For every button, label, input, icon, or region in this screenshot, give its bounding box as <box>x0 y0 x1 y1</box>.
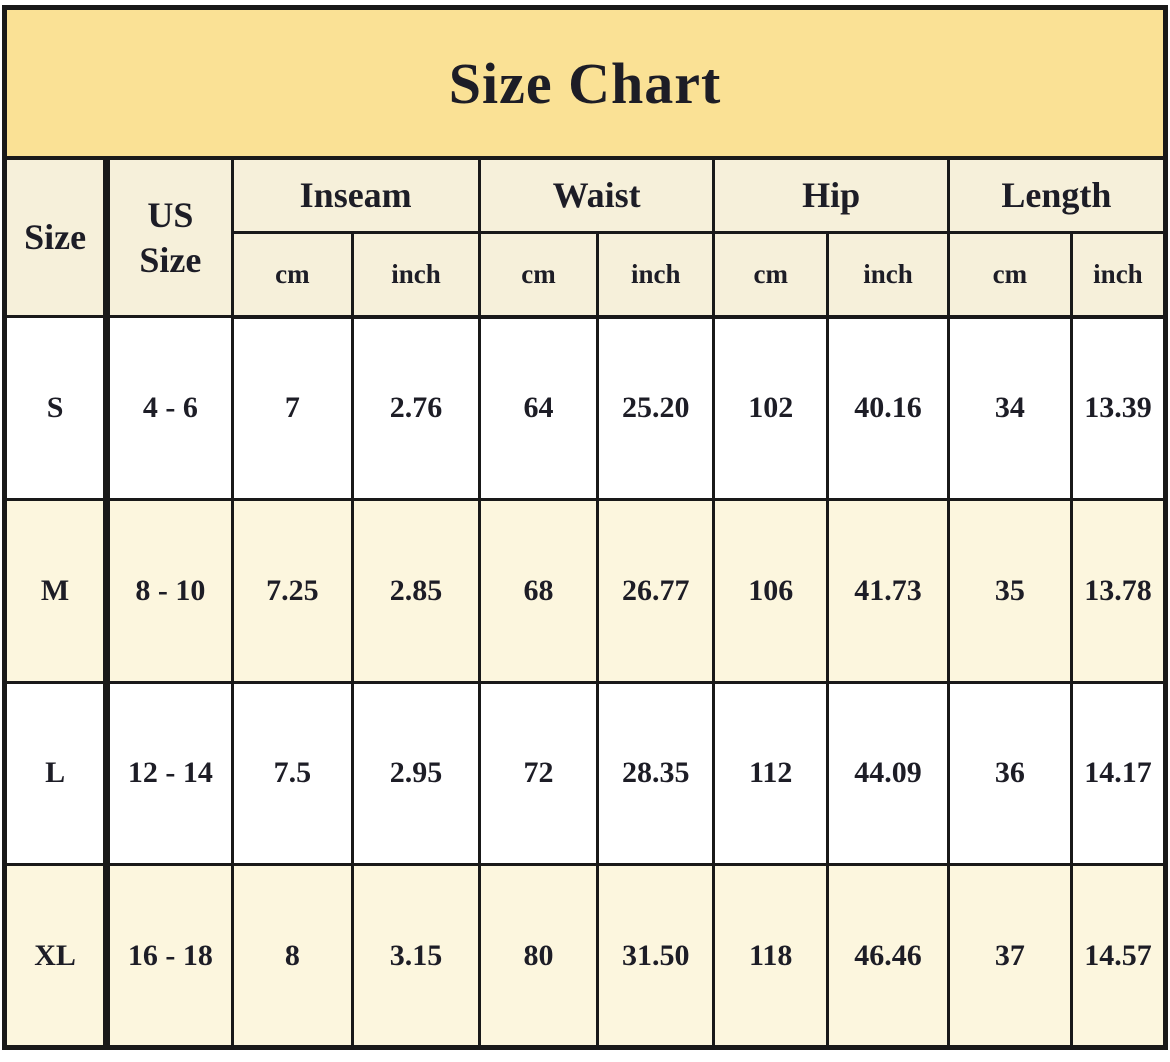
cell-waist-cm: 68 <box>477 497 600 684</box>
cell-inseam-cm: 8 <box>230 863 355 1049</box>
title-row: Size Chart <box>3 6 1167 161</box>
cell-hip-inch: 41.73 <box>826 497 950 684</box>
cell-waist-cm: 64 <box>477 315 600 501</box>
cell-inseam-inch: 3.15 <box>351 863 481 1049</box>
header-unit-inseam-cm: cm <box>230 230 355 319</box>
header-unit-row: cm inch cm inch cm inch cm inch <box>5 230 1168 319</box>
cell-waist-cm: 80 <box>477 863 600 1049</box>
cell-hip-inch: 40.16 <box>826 315 950 501</box>
cell-waist-cm: 72 <box>477 680 600 867</box>
header-group-length: Length <box>946 156 1168 234</box>
table-row-l: L 12 - 14 7.5 2.95 72 28.35 112 44.09 36… <box>2 680 1168 867</box>
cell-hip-cm: 112 <box>712 680 830 867</box>
cell-length-inch: 14.57 <box>1069 863 1168 1049</box>
header-unit-hip-inch: inch <box>826 230 950 319</box>
cell-us-size: 12 - 14 <box>103 680 234 867</box>
header-size: Size <box>2 156 109 319</box>
header-group-inseam: Inseam <box>230 156 481 234</box>
cell-waist-inch: 28.35 <box>596 680 716 867</box>
table-row-s: S 4 - 6 7 2.76 64 25.20 102 40.16 34 13.… <box>2 315 1168 501</box>
header-unit-length-inch: inch <box>1069 230 1168 319</box>
header-us-size-line2: Size <box>139 239 202 280</box>
header-unit-inseam-inch: inch <box>351 230 481 319</box>
cell-size: S <box>2 315 109 501</box>
cell-length-inch: 14.17 <box>1069 680 1168 867</box>
table-row-xl: XL 16 - 18 8 3.15 80 31.50 118 46.46 37 … <box>2 863 1168 1049</box>
cell-waist-inch: 25.20 <box>596 315 716 501</box>
size-chart-table: Size Chart Size US Size Inseam Waist Hip… <box>2 5 1168 1050</box>
cell-hip-inch: 46.46 <box>826 863 950 1049</box>
header-group-waist: Waist <box>477 156 716 234</box>
cell-inseam-inch: 2.85 <box>351 497 481 684</box>
cell-waist-inch: 26.77 <box>596 497 716 684</box>
header-us-size: US Size <box>103 156 234 319</box>
cell-length-cm: 34 <box>946 315 1073 501</box>
cell-hip-cm: 102 <box>712 315 830 501</box>
table-row-m: M 8 - 10 7.25 2.85 68 26.77 106 41.73 35… <box>2 497 1168 684</box>
cell-size: M <box>2 497 109 684</box>
cell-inseam-cm: 7.25 <box>230 497 355 684</box>
cell-length-cm: 36 <box>946 680 1073 867</box>
header-group-row: Size US Size Inseam Waist Hip Length <box>2 156 1168 319</box>
header-unit-hip-cm: cm <box>712 230 830 319</box>
cell-hip-inch: 44.09 <box>826 680 950 867</box>
cell-length-inch: 13.39 <box>1069 315 1168 501</box>
cell-inseam-inch: 2.76 <box>351 315 481 501</box>
cell-hip-cm: 118 <box>712 863 830 1049</box>
cell-length-cm: 35 <box>946 497 1073 684</box>
cell-us-size: 16 - 18 <box>103 863 234 1049</box>
cell-length-cm: 37 <box>946 863 1073 1049</box>
header-unit-waist-cm: cm <box>477 230 600 319</box>
cell-inseam-cm: 7 <box>230 315 355 501</box>
cell-length-inch: 13.78 <box>1069 497 1168 684</box>
cell-us-size: 8 - 10 <box>103 497 234 684</box>
cell-inseam-cm: 7.5 <box>230 680 355 867</box>
header-us-size-line1: US <box>147 194 194 235</box>
cell-waist-inch: 31.50 <box>596 863 716 1049</box>
cell-inseam-inch: 2.95 <box>351 680 481 867</box>
cell-size: XL <box>2 863 109 1049</box>
cell-size: L <box>2 680 109 867</box>
header-unit-length-cm: cm <box>946 230 1073 319</box>
header-group-hip: Hip <box>712 156 950 234</box>
cell-us-size: 4 - 6 <box>103 315 234 501</box>
cell-hip-cm: 106 <box>712 497 830 684</box>
page-title: Size Chart <box>3 6 1167 161</box>
header-unit-waist-inch: inch <box>596 230 716 319</box>
